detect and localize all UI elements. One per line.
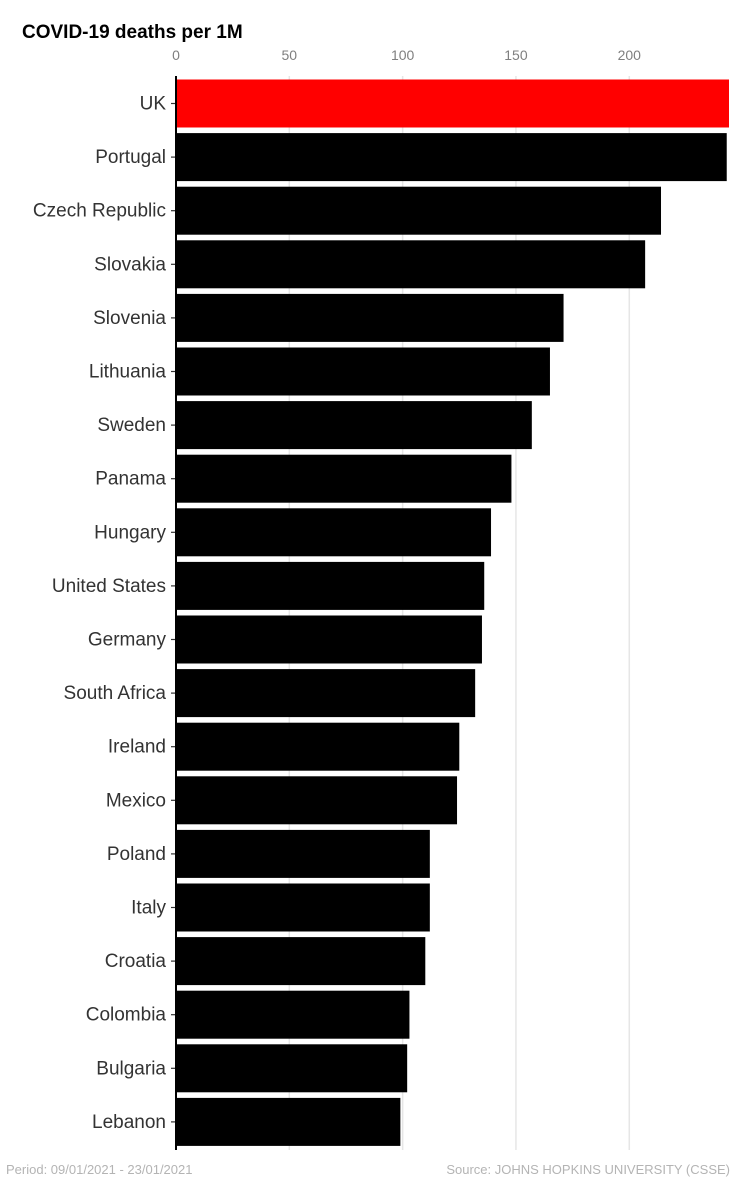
bar-ireland: [176, 722, 460, 771]
grid-lines: [288, 76, 631, 1150]
bar-sweden: [176, 401, 532, 450]
category-label-sweden: Sweden: [97, 415, 166, 436]
bar-portugal: [176, 133, 727, 182]
x-tick-label-50: 50: [282, 47, 298, 63]
bar-south-africa: [176, 669, 476, 718]
category-labels: UK Portugal Czech Republic Slovakia Slovenia…: [33, 94, 176, 1133]
bar-bulgaria: [176, 1044, 408, 1093]
chart-title: COVID-19 deaths per 1M: [22, 22, 243, 43]
category-label-panama: Panama: [95, 469, 166, 490]
category-label-slovakia: Slovakia: [94, 254, 166, 275]
bar-italy: [176, 883, 430, 932]
category-label-lebanon: Lebanon: [92, 1112, 166, 1133]
bar-mexico: [176, 776, 458, 825]
category-label-mexico: Mexico: [106, 790, 166, 811]
bar-slovakia: [176, 240, 646, 289]
category-label-bulgaria: Bulgaria: [96, 1058, 166, 1079]
bar-croatia: [176, 937, 426, 986]
bar-panama: [176, 454, 512, 503]
category-label-lithuania: Lithuania: [89, 362, 167, 383]
category-label-hungary: Hungary: [94, 522, 166, 543]
category-label-south-africa: South Africa: [64, 683, 167, 704]
footer-source: Source: JOHNS HOPKINS UNIVERSITY (CSSE): [446, 1162, 730, 1177]
bar-czech-republic: [176, 186, 662, 235]
bar-uk: [176, 79, 729, 128]
x-tick-label-150: 150: [504, 47, 528, 63]
category-label-colombia: Colombia: [86, 1005, 167, 1026]
bar-hungary: [176, 508, 492, 557]
bar-lithuania: [176, 347, 550, 396]
category-label-poland: Poland: [107, 844, 166, 865]
bar-colombia: [176, 990, 410, 1039]
category-label-croatia: Croatia: [105, 951, 167, 972]
x-tick-label-0: 0: [172, 47, 180, 63]
x-tick-label-200: 200: [618, 47, 642, 63]
bar-poland: [176, 829, 430, 878]
footer-period: Period: 09/01/2021 - 23/01/2021: [6, 1162, 193, 1177]
category-label-slovenia: Slovenia: [93, 308, 166, 329]
category-label-italy: Italy: [131, 898, 166, 919]
category-label-united-states: United States: [52, 576, 166, 597]
category-label-ireland: Ireland: [108, 737, 166, 758]
bar-slovenia: [176, 293, 564, 342]
bars: [176, 79, 729, 1146]
x-axis-ticks: 0 50 100 150 200: [172, 47, 641, 63]
category-label-germany: Germany: [88, 630, 167, 651]
bar-germany: [176, 615, 482, 664]
category-label-uk: UK: [140, 94, 167, 115]
category-label-portugal: Portugal: [95, 147, 166, 168]
bar-lebanon: [176, 1097, 401, 1146]
x-tick-label-100: 100: [391, 47, 415, 63]
category-label-czech-republic: Czech Republic: [33, 201, 166, 222]
bar-united-states: [176, 561, 485, 610]
